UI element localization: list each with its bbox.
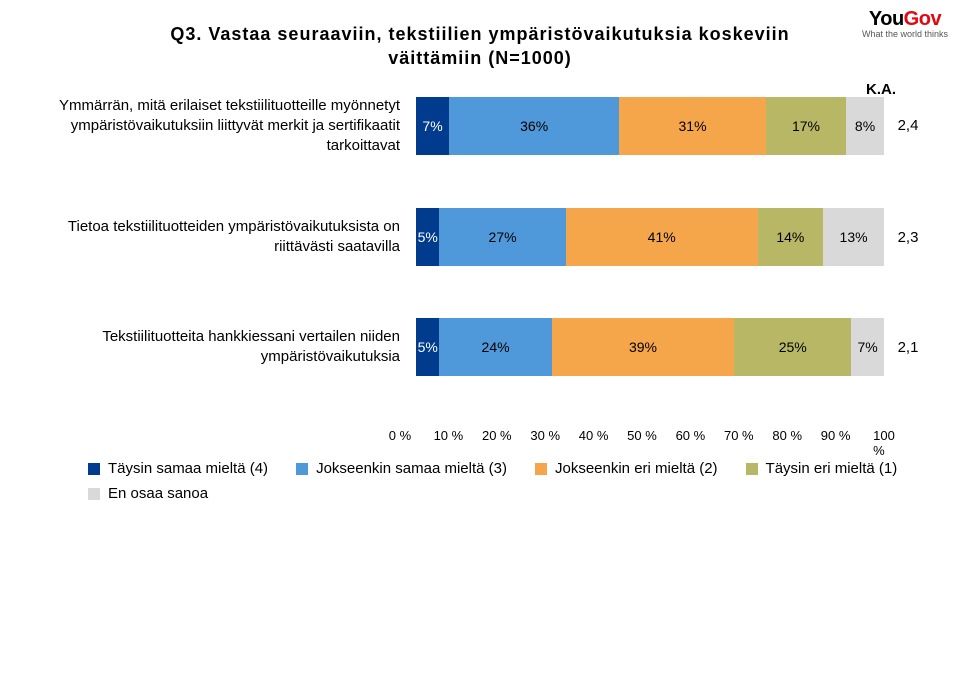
bar-segment: 5% [416, 208, 439, 266]
ka-value: 2,4 [884, 117, 932, 134]
logo-text-2: Gov [904, 8, 941, 30]
logo-tagline: What the world thinks [862, 29, 948, 39]
axis-tick: 70 % [724, 428, 754, 443]
axis-tick: 60 % [676, 428, 706, 443]
bar: 5%27%41%14%13% [416, 208, 884, 266]
axis-tick: 0 % [389, 428, 411, 443]
legend-item: En osaa sanoa [88, 485, 208, 502]
legend-swatch [746, 463, 758, 475]
row-label: Tietoa tekstiilituotteiden ympäristövaik… [28, 217, 416, 258]
chart-legend: Täysin samaa mieltä (4) Jokseenkin samaa … [28, 460, 932, 510]
bar-segment: 25% [734, 318, 851, 376]
legend-swatch [88, 463, 100, 475]
legend-swatch [296, 463, 308, 475]
legend-label: Täysin eri mieltä (1) [766, 460, 898, 477]
bar-wrap: 5%24%39%25%7% [416, 318, 884, 376]
bar-wrap: 7%36%31%17%8% [416, 97, 884, 155]
axis-tick: 50 % [627, 428, 657, 443]
axis-tick: 100 % [873, 428, 895, 458]
axis-tick: 40 % [579, 428, 609, 443]
row-label: Ymmärrän, mitä erilaiset tekstiilituotte… [28, 96, 416, 157]
legend-item: Täysin eri mieltä (1) [746, 460, 898, 477]
ka-value: 2,1 [884, 339, 932, 356]
ka-value: 2,3 [884, 229, 932, 246]
title-line-1: Q3. Vastaa seuraaviin, tekstiilien ympär… [170, 24, 789, 44]
axis-tick: 30 % [530, 428, 560, 443]
bar-segment: 7% [851, 318, 884, 376]
bar-segment: 5% [416, 318, 439, 376]
bar: 5%24%39%25%7% [416, 318, 884, 376]
bar-segment: 36% [449, 97, 619, 155]
bar-segment: 31% [619, 97, 766, 155]
bar-segment: 8% [846, 97, 884, 155]
legend-swatch [535, 463, 547, 475]
stacked-bar-chart: Ymmärrän, mitä erilaiset tekstiilituotte… [28, 96, 932, 447]
legend-item: Täysin samaa mieltä (4) [88, 460, 268, 477]
bar-segment: 13% [823, 208, 884, 266]
legend-item: Jokseenkin samaa mieltä (3) [296, 460, 507, 477]
legend-label: Täysin samaa mieltä (4) [108, 460, 268, 477]
bar-segment: 24% [439, 318, 551, 376]
axis-tick: 90 % [821, 428, 851, 443]
bar-segment: 39% [552, 318, 735, 376]
bar-segment: 7% [416, 97, 449, 155]
logo-text-1: You [869, 8, 904, 30]
bar-segment: 41% [566, 208, 758, 266]
page-title: Q3. Vastaa seuraaviin, tekstiilien ympär… [28, 22, 932, 71]
title-line-2: väittämiin (N=1000) [388, 48, 572, 68]
x-axis: 0 %10 %20 %30 %40 %50 %60 %70 %80 %90 %1… [28, 428, 932, 446]
chart-row: Ymmärrän, mitä erilaiset tekstiilituotte… [28, 96, 932, 157]
legend-label: Jokseenkin eri mieltä (2) [555, 460, 718, 477]
brand-logo: YouGov What the world thinks [862, 8, 948, 39]
bar-segment: 14% [758, 208, 824, 266]
bar: 7%36%31%17%8% [416, 97, 884, 155]
legend-label: En osaa sanoa [108, 485, 208, 502]
axis-tick: 80 % [772, 428, 802, 443]
legend-item: Jokseenkin eri mieltä (2) [535, 460, 718, 477]
bar-wrap: 5%27%41%14%13% [416, 208, 884, 266]
axis-tick: 20 % [482, 428, 512, 443]
legend-label: Jokseenkin samaa mieltä (3) [316, 460, 507, 477]
axis-tick: 10 % [434, 428, 464, 443]
bar-segment: 17% [766, 97, 846, 155]
bar-segment: 27% [439, 208, 565, 266]
chart-row: Tekstiilituotteita hankkiessani vertaile… [28, 318, 932, 376]
legend-swatch [88, 488, 100, 500]
chart-row: Tietoa tekstiilituotteiden ympäristövaik… [28, 208, 932, 266]
row-label: Tekstiilituotteita hankkiessani vertaile… [28, 327, 416, 368]
